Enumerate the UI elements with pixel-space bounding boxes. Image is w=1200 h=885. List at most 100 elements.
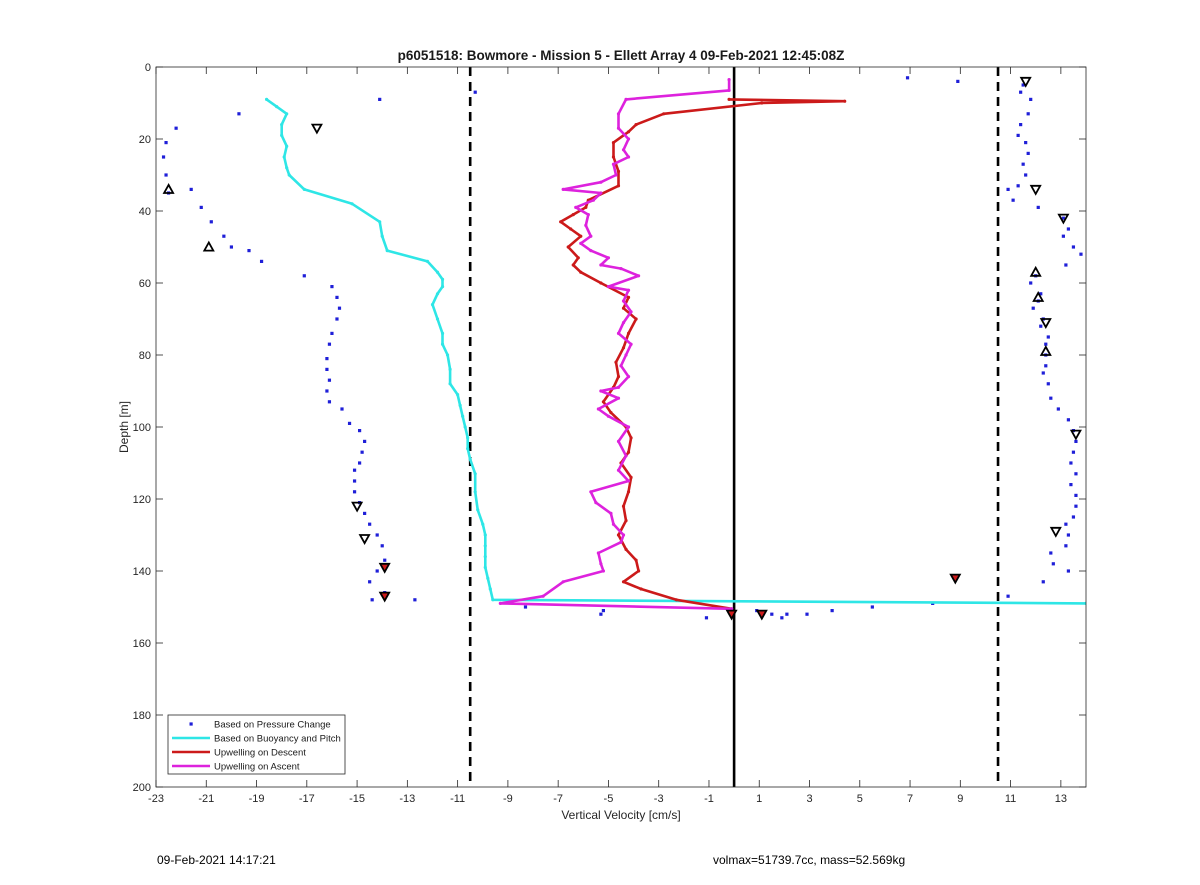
series-upwelling-on-descent-point-27 bbox=[616, 375, 621, 379]
series-based-on-buoyancy-and-pitch-point-18 bbox=[435, 292, 440, 296]
series-based-on-pressure-change-point-34 bbox=[363, 511, 367, 515]
series-based-on-pressure-change-point-21 bbox=[327, 378, 332, 382]
series-based-on-pressure-change-point-35 bbox=[368, 522, 372, 526]
series-upwelling-on-ascent-point-5 bbox=[626, 137, 631, 141]
series-based-on-pressure-change-point-14 bbox=[335, 295, 339, 299]
series-based-on-buoyancy-and-pitch-point-19 bbox=[430, 303, 435, 307]
series-based-on-pressure-change-point-113 bbox=[1041, 580, 1045, 584]
series-based-on-pressure-change-point-57 bbox=[870, 605, 874, 609]
series-upwelling-on-descent-point-1 bbox=[843, 99, 847, 103]
series-based-on-pressure-change-point-65 bbox=[1026, 112, 1030, 116]
series-upwelling-on-descent-point-22 bbox=[621, 306, 626, 310]
series-upwelling-on-ascent-point-26 bbox=[621, 299, 626, 303]
series-based-on-pressure-change-point-80 bbox=[1079, 252, 1083, 256]
series-based-on-buoyancy-and-pitch-point-38 bbox=[483, 544, 487, 548]
series-based-on-pressure-change-point-26 bbox=[357, 429, 362, 433]
series-based-on-pressure-change-point-59 bbox=[1006, 594, 1010, 598]
series-upwelling-on-ascent-point-0 bbox=[727, 78, 731, 82]
footer-volmax-mass: volmax=51739.7cc, mass=52.569kg bbox=[713, 853, 906, 867]
series-based-on-buoyancy-and-pitch-point-6 bbox=[282, 155, 286, 159]
series-upwelling-on-ascent-point-50 bbox=[596, 551, 600, 555]
series-upwelling-on-ascent-point-7 bbox=[626, 155, 631, 159]
series-upwelling-on-ascent-point-47 bbox=[611, 522, 616, 526]
series-upwelling-on-descent-point-14 bbox=[569, 227, 573, 231]
y-tick-label-6: 120 bbox=[133, 494, 151, 506]
series-upwelling-on-ascent-point-37 bbox=[596, 407, 600, 411]
legend-upwelling-on-descent-label: Upwelling on Descent bbox=[214, 748, 306, 759]
series-based-on-buoyancy-and-pitch-point-31 bbox=[466, 447, 470, 451]
series-upwelling-on-descent-point-26 bbox=[614, 360, 618, 364]
series-upwelling-on-descent-point-37 bbox=[621, 504, 626, 508]
x-axis: -23 -21 -19 -17 -15 -13 -11 -9 -7 -5 -3 -1 1 3 5 7 9 11 13 bbox=[148, 67, 1067, 805]
x-tick-label-7: -9 bbox=[503, 793, 513, 805]
series-based-on-buoyancy-and-pitch-point-1 bbox=[275, 105, 279, 109]
series-based-on-buoyancy-and-pitch-point-21 bbox=[440, 331, 445, 335]
series-upwelling-on-ascent-point-40 bbox=[616, 439, 621, 443]
series-based-on-pressure-change-point-12 bbox=[302, 274, 306, 278]
series-upwelling-on-descent-point-36 bbox=[626, 490, 631, 494]
series-upwelling-on-descent-point-9 bbox=[616, 184, 621, 188]
series-upwelling-on-ascent-point-23 bbox=[636, 274, 641, 278]
series-based-on-buoyancy-and-pitch-point-26 bbox=[456, 393, 460, 397]
series-based-on-pressure-change-point-67 bbox=[1016, 133, 1020, 137]
series-upwelling-on-ascent-point-48 bbox=[621, 533, 626, 537]
x-tick-label-13: 3 bbox=[806, 793, 812, 805]
tri-filled-marker-2 bbox=[949, 573, 962, 585]
series-based-on-buoyancy-and-pitch-point-27 bbox=[458, 403, 462, 407]
y-axis: 0 20 40 60 80 100 120 140 160 180 200 bbox=[133, 62, 1086, 794]
series-upwelling-on-ascent-point-17 bbox=[589, 234, 593, 238]
legend-upwelling-on-ascent-label: Upwelling on Ascent bbox=[214, 762, 300, 773]
plot-area bbox=[156, 67, 1086, 787]
series-based-on-pressure-change-point-6 bbox=[199, 205, 203, 209]
series-based-on-buoyancy-and-pitch-point-24 bbox=[448, 367, 452, 371]
series-based-on-pressure-change-point-109 bbox=[1064, 544, 1068, 548]
series-upwelling-on-ascent-point-8 bbox=[611, 162, 616, 166]
series-based-on-pressure-change-point-81 bbox=[1064, 263, 1068, 267]
series-upwelling-on-ascent-point-31 bbox=[624, 353, 628, 357]
series-based-on-pressure-change-point-63 bbox=[1019, 90, 1023, 94]
series-based-on-pressure-change-point-25 bbox=[347, 421, 352, 425]
series-upwelling-on-ascent-point-19 bbox=[589, 249, 593, 253]
series-based-on-pressure-change-point-45 bbox=[378, 97, 382, 101]
x-tick-label-4: -15 bbox=[349, 793, 365, 805]
series-based-on-buoyancy-and-pitch-point-36 bbox=[481, 522, 485, 526]
series-based-on-pressure-change-point-104 bbox=[1074, 493, 1078, 497]
series-upwelling-on-descent-point-43 bbox=[621, 580, 626, 584]
series-upwelling-on-ascent-point-15 bbox=[586, 213, 590, 217]
series-upwelling-on-descent-point-45 bbox=[674, 598, 678, 602]
series-based-on-buoyancy-and-pitch-point-17 bbox=[440, 285, 445, 289]
tri-up-marker-4 bbox=[1039, 345, 1052, 356]
series-based-on-buoyancy-and-pitch-point-8 bbox=[287, 173, 291, 177]
series-based-on-pressure-change-point-89 bbox=[1046, 335, 1050, 339]
series-based-on-pressure-change-point-32 bbox=[352, 490, 357, 494]
series-layer bbox=[161, 76, 1086, 620]
series-based-on-pressure-change-point-30 bbox=[352, 468, 357, 472]
series-based-on-pressure-change-point-64 bbox=[1029, 97, 1033, 101]
series-based-on-pressure-change-point-56 bbox=[830, 609, 834, 613]
series-based-on-pressure-change-point-20 bbox=[325, 367, 329, 371]
series-upwelling-on-ascent-point-21 bbox=[599, 263, 603, 267]
series-upwelling-on-descent-point-16 bbox=[566, 245, 570, 249]
series-based-on-pressure-change-point-22 bbox=[325, 389, 329, 393]
series-based-on-pressure-change-point-95 bbox=[1049, 396, 1053, 400]
series-based-on-pressure-change-point-62 bbox=[1021, 83, 1025, 87]
series-upwelling-on-ascent-point-10 bbox=[599, 180, 603, 184]
series-upwelling-on-ascent-point-46 bbox=[609, 511, 613, 515]
x-tick-label-3: -17 bbox=[299, 793, 315, 805]
series-based-on-pressure-change-point-40 bbox=[368, 580, 372, 584]
tri-down-marker-0 bbox=[310, 123, 323, 135]
series-upwelling-on-ascent-point-1 bbox=[727, 88, 731, 92]
series-upwelling-on-descent-point-44 bbox=[639, 587, 643, 591]
series-upwelling-on-descent-point-32 bbox=[629, 436, 633, 440]
series-based-on-pressure-change-point-54 bbox=[785, 612, 789, 616]
series-based-on-buoyancy-and-pitch-point-22 bbox=[440, 342, 445, 346]
series-based-on-pressure-change-point-5 bbox=[189, 187, 193, 191]
series-based-on-pressure-change-point-112 bbox=[1066, 569, 1071, 573]
series-upwelling-on-descent-point-19 bbox=[579, 270, 583, 274]
legend: Based on Pressure Change Based on Buoyanc… bbox=[167, 714, 346, 775]
tri-down-marker-2 bbox=[1029, 184, 1042, 196]
series-upwelling-on-ascent-point-53 bbox=[561, 580, 565, 584]
series-based-on-pressure-change-point-23 bbox=[327, 400, 332, 404]
series-upwelling-on-ascent-point-27 bbox=[629, 310, 633, 314]
